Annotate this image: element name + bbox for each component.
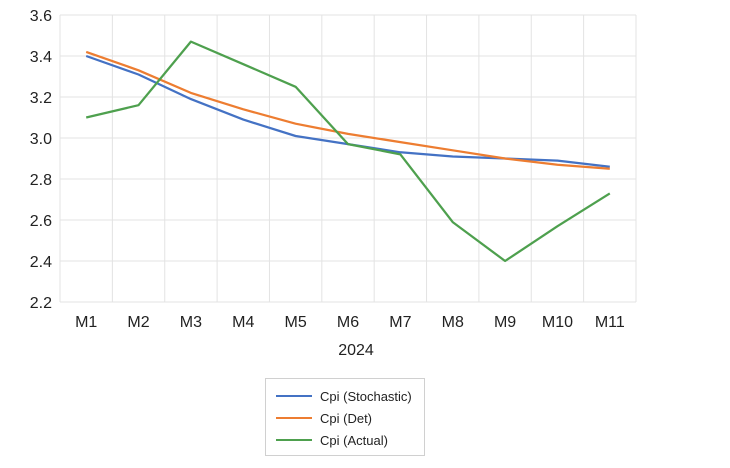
y-tick-label: 2.8	[30, 172, 52, 189]
x-tick-label: M6	[337, 314, 359, 331]
x-tick-label: M11	[595, 314, 625, 331]
y-axis-ticks: 2.2 2.4 2.6 2.8 3.0 3.2 3.4 3.6	[30, 8, 52, 312]
x-tick-label: M5	[285, 314, 307, 331]
y-tick-label: 3.4	[30, 49, 52, 66]
x-tick-label: M9	[494, 314, 516, 331]
legend-item-actual: Cpi (Actual)	[276, 429, 424, 451]
legend-swatch-actual	[276, 439, 312, 441]
grid	[59, 14, 637, 303]
x-axis-title: 2024	[338, 342, 374, 359]
legend-item-stochastic: Cpi (Stochastic)	[276, 385, 424, 407]
legend-item-det: Cpi (Det)	[276, 407, 424, 429]
x-tick-label: M10	[542, 314, 573, 331]
legend: Cpi (Stochastic) Cpi (Det) Cpi (Actual)	[265, 378, 425, 456]
x-tick-label: M3	[180, 314, 202, 331]
legend-swatch-stochastic	[276, 395, 312, 397]
x-tick-label: M4	[232, 314, 254, 331]
x-tick-label: M8	[442, 314, 464, 331]
legend-label-stochastic: Cpi (Stochastic)	[320, 388, 412, 404]
legend-label-actual: Cpi (Actual)	[320, 432, 388, 448]
x-axis-ticks: M1 M2 M3 M4 M5 M6 M7 M8 M9 M10 M11	[75, 314, 625, 331]
series-line-2	[85, 40, 611, 263]
y-tick-label: 2.4	[30, 254, 52, 271]
y-tick-label: 3.0	[30, 131, 52, 148]
x-tick-label: M2	[127, 314, 149, 331]
y-tick-label: 3.2	[30, 90, 52, 107]
line-chart: 2.22.42.62.83.03.23.43.6 M1 M2 M3 M4 M5 M6 M7 M…	[30, 8, 637, 359]
y-tick-label: 3.6	[30, 8, 52, 25]
x-tick-label: M7	[389, 314, 411, 331]
y-tick-label: 2.2	[30, 295, 52, 312]
series-lines	[85, 40, 611, 263]
x-tick-label: M1	[75, 314, 97, 331]
series-line-1	[85, 50, 610, 170]
y-tick-label: 2.6	[30, 213, 52, 230]
legend-swatch-det	[276, 417, 312, 419]
legend-label-det: Cpi (Det)	[320, 410, 373, 426]
